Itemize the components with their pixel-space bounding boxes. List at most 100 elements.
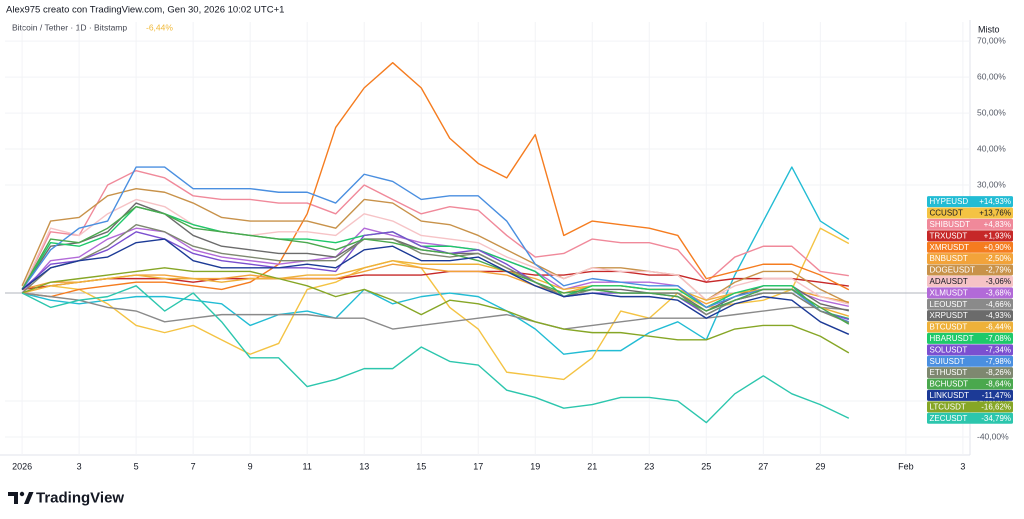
legend-entry: BNBUSDT [930, 254, 968, 263]
series-line [22, 292, 849, 330]
y-tick-label: 30,00% [977, 179, 1006, 189]
series-line [22, 61, 850, 298]
legend-entry: XMRUSDT [930, 243, 970, 252]
y-tick-label: 50,00% [977, 107, 1006, 117]
value-label: -34,79% [981, 414, 1011, 423]
series-line [21, 205, 850, 325]
legend-entry: SUIUSDT [930, 357, 965, 366]
value-label-box [927, 367, 1013, 379]
series-line [21, 223, 850, 324]
y-tick-label: -40,00% [977, 431, 1009, 441]
series-line [21, 238, 850, 335]
value-label-box [927, 298, 1013, 310]
axes: 2026 3 5 7 9 11 13 15 17 19 21 23 25 27 29 Feb 3 70,00% 60… [12, 35, 1009, 471]
value-label: +1,93% [984, 231, 1011, 240]
value-label: +4,83% [984, 220, 1011, 229]
value-label: -4,93% [986, 311, 1011, 320]
series-line [21, 259, 850, 317]
x-tick-label: 27 [758, 461, 768, 471]
value-label: -6,44% [986, 323, 1011, 332]
x-tick-label: Feb [898, 461, 914, 471]
series-line [21, 166, 850, 355]
legend-entry: ETHUSDT [930, 368, 968, 377]
y-tick-label: 60,00% [977, 71, 1006, 81]
value-label-box [927, 196, 1013, 208]
value-label-box [927, 321, 1013, 333]
legend-entry: SOLUSDT [930, 345, 968, 354]
last-value-labels: HYPEUSD +14,93% CCUSDT +13,76% SHIBUSDT +4,83… [927, 196, 1013, 424]
value-label: +14,93% [979, 197, 1011, 206]
series-line [21, 227, 850, 381]
x-tick-label: 15 [416, 461, 426, 471]
series-line [21, 198, 850, 305]
legend-entry: CCUSDT [930, 209, 963, 218]
plot [21, 61, 850, 424]
legend-entry: BCHUSDT [930, 380, 969, 389]
symbol: Bitcoin / Tether · 1D · Bitstamp [12, 22, 127, 32]
legend-entry: BTCUSDT [930, 323, 968, 332]
value-label-box [927, 253, 1013, 265]
y-tick-label: 40,00% [977, 143, 1006, 153]
legend-entry: LINKUSDT [930, 391, 970, 400]
x-tick-label: 9 [248, 461, 253, 471]
value-label-box [927, 401, 1013, 413]
value-label-box [927, 264, 1013, 276]
value-label-box [927, 378, 1013, 390]
value-label: -3,06% [986, 277, 1011, 286]
x-tick-label: 21 [587, 461, 597, 471]
value-label-box [927, 355, 1013, 367]
x-tick-label: 13 [359, 461, 369, 471]
legend-entry: LTCUSDT [930, 402, 966, 411]
x-tick-label: 17 [473, 461, 483, 471]
value-label: +0,90% [984, 243, 1011, 252]
x-tick-label: 25 [701, 461, 711, 471]
value-label: -8,64% [986, 380, 1011, 389]
logo-mark [8, 492, 18, 504]
value-label: -4,66% [986, 300, 1011, 309]
value-label-box [927, 241, 1013, 253]
x-tick-label: 2026 [12, 461, 32, 471]
value-label: -8,26% [986, 368, 1011, 377]
legend-entry: LEOUSDT [930, 300, 968, 309]
value-label-box [927, 344, 1013, 356]
value-label-box [927, 412, 1013, 424]
value-label: -16,62% [981, 402, 1011, 411]
legend-entry: HYPEUSD [930, 197, 969, 206]
value-label: -7,08% [986, 334, 1011, 343]
x-tick-label: 3 [960, 461, 965, 471]
value-label: -3,68% [986, 288, 1011, 297]
legend-entry: XLMUSDT [930, 288, 968, 297]
legend-entry: TRXUSDT [930, 231, 968, 240]
logo-slash [24, 492, 34, 504]
value-label: -11,47% [982, 391, 1011, 400]
x-tick-label: 3 [77, 461, 82, 471]
series-line [21, 267, 850, 354]
legend-entry: SHIBUSDT [930, 220, 971, 229]
value-label-box [927, 389, 1013, 401]
value-label-box [927, 310, 1013, 322]
value-label: -7,34% [986, 345, 1011, 354]
x-tick-label: 23 [644, 461, 654, 471]
brand-logo: TradingView [8, 489, 124, 506]
x-tick-label: 7 [191, 461, 196, 471]
value-label-box [927, 207, 1013, 219]
value-label-box [927, 275, 1013, 287]
symbol-change: -6,44% [146, 22, 173, 32]
x-tick-label: 11 [303, 461, 312, 471]
legend-entry: DOGEUSDT [930, 266, 975, 275]
series-line [21, 285, 850, 424]
value-label: -2,50% [986, 254, 1011, 263]
legend-entry: HBARUSDT [930, 334, 974, 343]
x-tick-label: 19 [530, 461, 540, 471]
scale-mode: Misto [978, 24, 1000, 34]
brand: TradingView [36, 489, 124, 506]
series-line [21, 263, 849, 305]
value-label-box [927, 332, 1013, 344]
logo-dot [19, 491, 25, 497]
value-label: -7,98% [986, 357, 1011, 366]
x-tick-label: 5 [134, 461, 139, 471]
legend-entry: ADAUSDT [930, 277, 968, 286]
value-label-box [927, 230, 1013, 242]
byline: Alex975 creato con TradingView.com, Gen … [6, 5, 284, 16]
